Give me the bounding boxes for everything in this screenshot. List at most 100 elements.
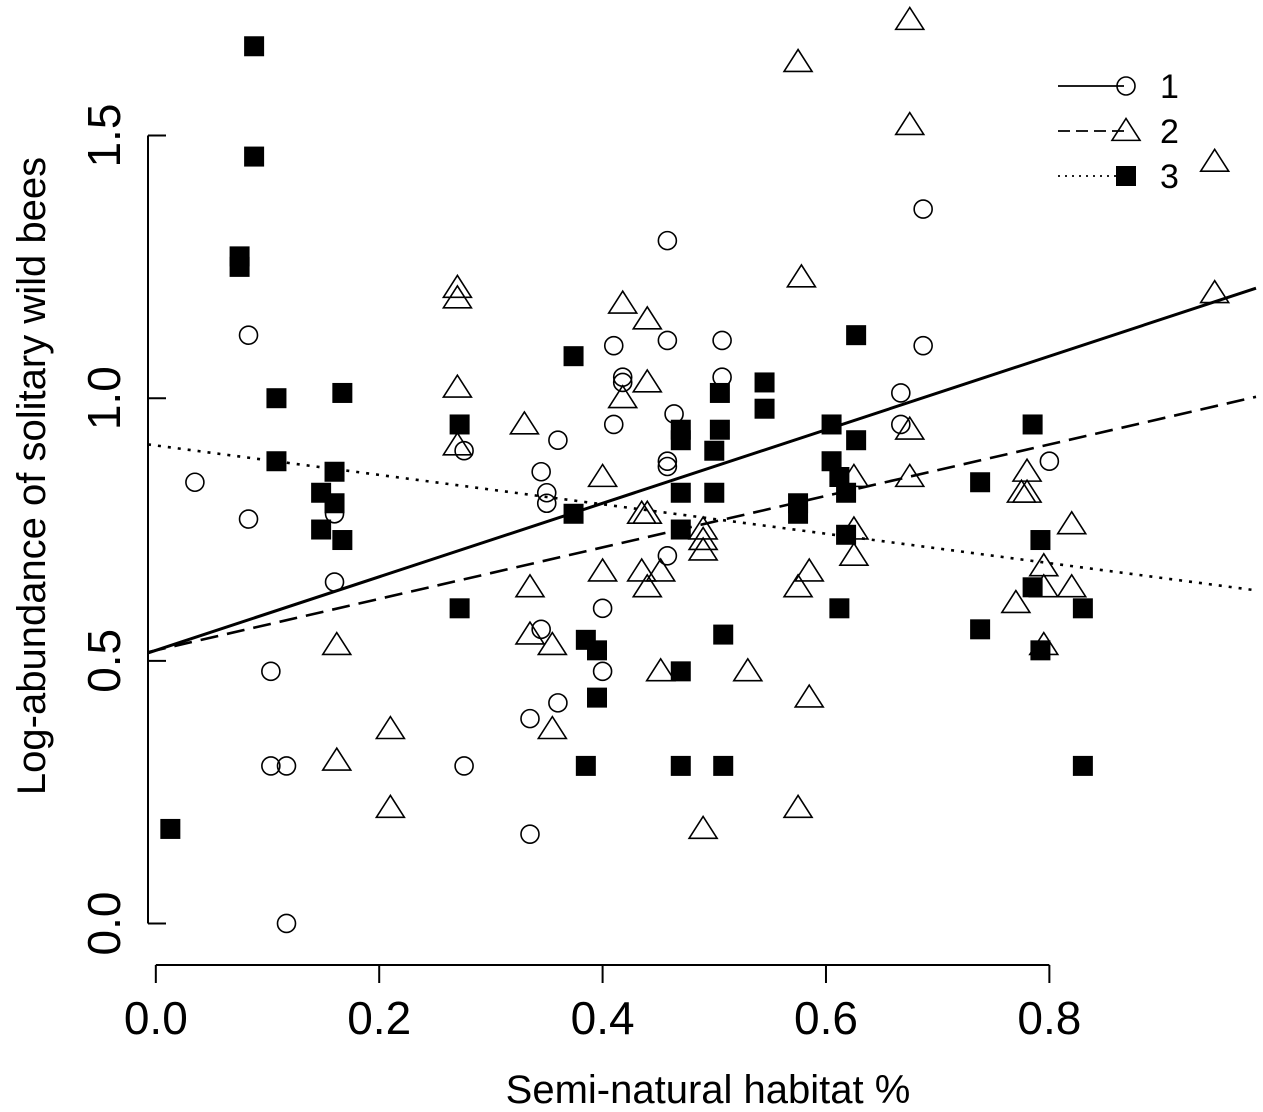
data-point-series-1 xyxy=(592,661,613,682)
data-point-series-1 xyxy=(454,440,474,461)
data-point-series-3 xyxy=(311,519,332,540)
data-point-series-2 xyxy=(782,573,814,598)
data-point-series-3 xyxy=(332,530,353,551)
data-point-series-2 xyxy=(631,305,663,330)
data-point-series-1 xyxy=(276,756,297,776)
data-point-series-3 xyxy=(1072,755,1093,776)
x-tick-label: 0.2 xyxy=(347,992,411,1044)
data-point-series-2 xyxy=(687,814,719,840)
data-point-series-2 xyxy=(374,793,406,819)
data-point-series-1 xyxy=(712,330,732,351)
data-point-series-2 xyxy=(441,373,473,398)
data-point-series-2 xyxy=(607,384,639,409)
data-point-series-2 xyxy=(514,620,546,645)
x-tick-label: 0.6 xyxy=(794,992,858,1044)
data-point-series-1 xyxy=(261,661,281,682)
data-point-series-3 xyxy=(821,451,842,472)
data-point-series-3 xyxy=(829,598,850,619)
data-point-series-3 xyxy=(836,482,857,503)
data-point-series-2 xyxy=(631,573,663,598)
y-tick-label: 1.0 xyxy=(78,366,130,430)
data-point-series-3 xyxy=(563,503,584,524)
data-point-series-2 xyxy=(626,499,658,524)
data-point-series-1 xyxy=(536,482,557,503)
data-point-series-2 xyxy=(894,463,926,488)
legend-label-series-3: 3 xyxy=(1160,158,1179,196)
data-point-series-3 xyxy=(829,466,850,487)
data-point-series-1 xyxy=(454,756,474,776)
data-points xyxy=(160,6,1231,934)
data-point-series-1 xyxy=(1039,451,1060,472)
data-point-series-2 xyxy=(1028,552,1060,577)
data-point-series-1 xyxy=(603,414,624,435)
data-point-series-3 xyxy=(709,382,730,403)
fit-line-series-1 xyxy=(147,286,1257,655)
legend-marker-series-3 xyxy=(1116,166,1136,186)
data-point-series-1 xyxy=(612,372,633,393)
data-point-series-1 xyxy=(324,572,345,592)
data-point-series-2 xyxy=(631,368,663,393)
data-point-series-1 xyxy=(891,383,911,403)
data-point-series-2 xyxy=(894,6,926,31)
data-point-series-2 xyxy=(374,715,406,740)
data-point-series-1 xyxy=(603,335,624,356)
data-point-series-2 xyxy=(782,793,814,819)
data-point-series-1 xyxy=(548,430,568,451)
data-point-series-1 xyxy=(913,199,933,219)
data-point-series-3 xyxy=(1022,577,1043,598)
data-point-series-3 xyxy=(266,388,287,409)
data-point-series-2 xyxy=(1011,457,1043,482)
x-axis-title: Semi-natural habitat % xyxy=(506,1068,911,1112)
data-point-series-2 xyxy=(645,557,677,582)
data-point-series-2 xyxy=(1199,147,1231,173)
data-point-series-3 xyxy=(1022,414,1043,435)
data-point-series-1 xyxy=(520,824,540,844)
data-point-series-3 xyxy=(788,503,809,524)
x-axis: 0.0 0.2 0.4 0.6 0.8 xyxy=(124,964,1081,1044)
data-point-series-1 xyxy=(185,472,205,493)
data-point-series-2 xyxy=(508,410,540,435)
data-point-series-3 xyxy=(704,482,725,503)
data-point-series-2 xyxy=(441,431,473,456)
fit-line-series-3 xyxy=(147,443,1257,592)
data-point-series-2 xyxy=(1056,510,1088,535)
data-point-series-2 xyxy=(1005,478,1037,503)
y-axis-title: Log-abundance of solitary wild bees xyxy=(10,157,54,795)
data-point-series-3 xyxy=(670,482,691,503)
data-point-series-2 xyxy=(785,263,817,288)
x-tick-label: 0.8 xyxy=(1017,992,1081,1044)
data-point-series-2 xyxy=(441,284,473,309)
data-point-series-3 xyxy=(587,687,608,708)
data-point-series-2 xyxy=(687,536,719,561)
data-point-series-1 xyxy=(592,598,613,619)
data-point-series-2 xyxy=(687,526,719,551)
data-point-series-1 xyxy=(520,708,540,729)
x-tick-label: 0.0 xyxy=(124,992,188,1044)
data-point-series-3 xyxy=(160,818,181,839)
data-point-series-3 xyxy=(846,325,867,346)
data-point-series-3 xyxy=(670,755,691,776)
data-point-series-2 xyxy=(1011,478,1043,503)
y-tick-label: 0.0 xyxy=(78,892,130,956)
legend: 1 2 3 xyxy=(1058,68,1179,196)
data-point-series-1 xyxy=(891,414,911,435)
legend-marker-series-2 xyxy=(1110,117,1142,142)
data-point-series-2 xyxy=(587,463,619,488)
data-point-series-2 xyxy=(536,631,568,656)
data-point-series-3 xyxy=(754,398,775,419)
data-point-series-2 xyxy=(626,557,658,582)
y-axis: 0.0 0.5 1.0 1.5 xyxy=(78,104,166,956)
data-point-series-1 xyxy=(657,545,678,566)
data-point-series-3 xyxy=(324,493,345,514)
data-point-series-1 xyxy=(657,456,678,477)
data-point-series-3 xyxy=(970,472,991,493)
data-point-series-3 xyxy=(587,640,608,661)
data-point-series-2 xyxy=(1000,589,1032,614)
data-point-series-3 xyxy=(244,36,265,57)
data-point-series-1 xyxy=(261,756,281,776)
data-point-series-3 xyxy=(324,461,345,482)
data-point-series-2 xyxy=(645,657,677,682)
data-point-series-1 xyxy=(657,330,678,351)
data-point-series-3 xyxy=(670,430,691,451)
